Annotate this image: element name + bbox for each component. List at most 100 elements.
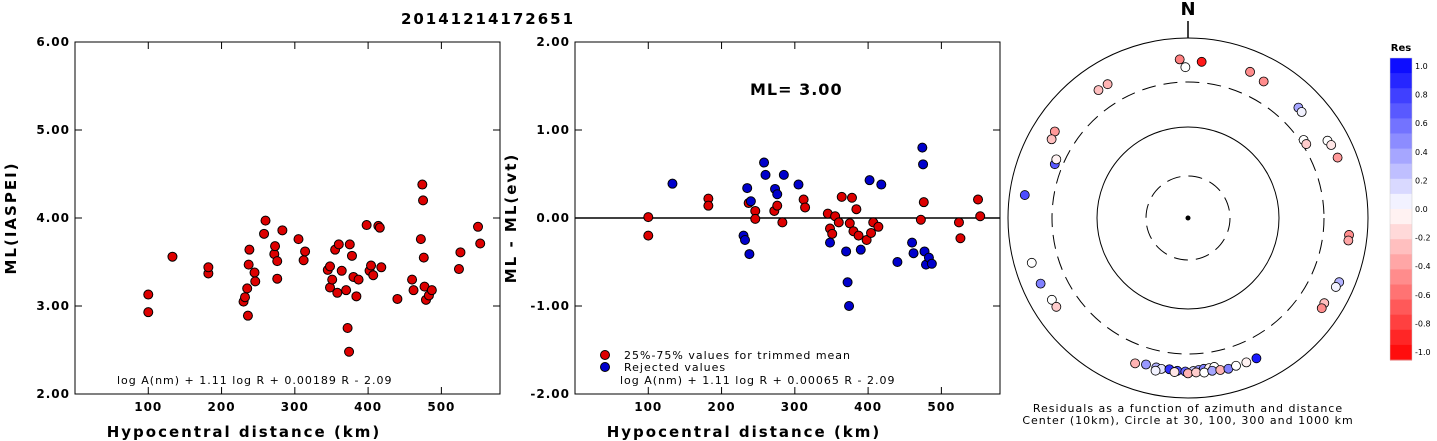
residual-point [1051, 154, 1062, 165]
ring-1000km [1007, 37, 1369, 399]
chart-ml-iaspei: 2.00 3.00 4.00 5.00 6.00 100 200 300 400 500 Hyp… [2, 35, 501, 441]
page-title: 20141214172651 [401, 10, 575, 28]
x-tick-label: 300 [281, 400, 309, 414]
residual-point [1258, 76, 1269, 87]
colorbar-cell [1390, 239, 1412, 255]
x-axis-label: Hypocentral distance (km) [107, 423, 382, 441]
data-point [793, 179, 804, 190]
data-point [825, 237, 835, 248]
data-point [346, 250, 357, 261]
data-point [272, 273, 283, 284]
residual-point [1330, 282, 1341, 292]
residual-point [1296, 107, 1307, 117]
colorbar-cell [1390, 178, 1412, 195]
residual-point [1316, 303, 1327, 314]
data-point [778, 169, 789, 180]
y-tick-label: 1.00 [536, 123, 570, 137]
ring-30km [1145, 175, 1231, 261]
colorbar-cell [1390, 209, 1412, 225]
colorbar-tick-label: -1.0 [1415, 348, 1431, 357]
y-tick-label: 2.00 [536, 35, 570, 49]
data-point [918, 197, 929, 208]
residual-point [1183, 368, 1193, 379]
residual-point [1051, 301, 1062, 312]
data-point [143, 307, 154, 318]
residual-point [1343, 235, 1354, 246]
residual-point [1026, 257, 1037, 268]
residual-point [1180, 62, 1191, 73]
ring-300km [1051, 81, 1325, 355]
formula-label: log A(nm) + 1.11 log R + 0.00065 R - 2.0… [620, 374, 895, 387]
data-point [374, 222, 385, 233]
x-tick-label: 400 [854, 400, 882, 414]
data-point [277, 225, 288, 236]
data-point [325, 261, 335, 272]
data-point [332, 287, 343, 298]
colorbar-cell [1390, 88, 1412, 104]
x-tick-label: 200 [708, 400, 736, 414]
y-tick-label: -2.00 [530, 387, 570, 401]
colorbar-tick-label: 0.6 [1415, 119, 1428, 128]
colorbar-cell [1390, 148, 1412, 165]
chart-ml-residual: -2.00 -1.00 0.00 1.00 2.00 100 200 300 400 500 M… [502, 35, 1001, 441]
data-point [760, 169, 771, 180]
data-point [955, 233, 966, 244]
colorbar-tick-label: -0.6 [1415, 291, 1431, 300]
legend-marker-rejected [600, 362, 610, 372]
colorbar-tick-label: -0.4 [1415, 262, 1431, 271]
data-point [866, 227, 877, 238]
data-point [243, 259, 254, 270]
residual-point [1141, 359, 1151, 370]
data-point [361, 220, 372, 231]
data-point [272, 256, 283, 267]
data-point [744, 249, 755, 260]
data-point [643, 212, 654, 223]
colorbar-cell [1390, 299, 1412, 316]
data-point [344, 346, 355, 357]
data-point [368, 270, 379, 281]
data-point [908, 248, 919, 259]
data-point [740, 235, 750, 245]
x-tick-label: 100 [634, 400, 662, 414]
legend-marker-trimmed [600, 350, 610, 360]
residual-point [1046, 294, 1057, 305]
residual-point [1207, 365, 1218, 376]
data-point [336, 265, 347, 276]
data-point [244, 244, 255, 255]
data-point [836, 191, 847, 202]
data-point [833, 217, 844, 228]
data-point [846, 192, 857, 203]
x-tick-label: 100 [134, 400, 162, 414]
data-point [242, 283, 253, 294]
colorbar-cell [1390, 329, 1412, 346]
data-point [300, 246, 311, 257]
residual-point [1199, 367, 1210, 378]
data-point [827, 228, 838, 239]
data-point [973, 194, 984, 205]
residual-point [1301, 139, 1312, 149]
data-point [260, 215, 271, 226]
data-point [415, 234, 426, 245]
data-point [453, 264, 464, 275]
ml-annotation: ML= 3.00 [750, 80, 843, 99]
data-point [777, 217, 788, 228]
data-point [293, 234, 304, 245]
colorbar-cell [1390, 103, 1412, 119]
data-point [759, 157, 770, 168]
data-point [392, 293, 403, 304]
colorbar-tick-label: -0.2 [1415, 234, 1431, 243]
residual-point [1191, 367, 1201, 378]
residual-point [1169, 367, 1180, 377]
x-tick-label: 500 [427, 400, 455, 414]
ring-100km [1096, 126, 1280, 310]
colorbar-cell [1390, 254, 1412, 270]
data-point [342, 323, 353, 333]
data-point [853, 230, 864, 241]
data-point [143, 289, 154, 300]
x-tick-label: 500 [927, 400, 955, 414]
data-point [417, 179, 428, 190]
colorbar-cell [1390, 224, 1412, 240]
residual-point [1326, 140, 1337, 150]
data-point [203, 262, 214, 273]
